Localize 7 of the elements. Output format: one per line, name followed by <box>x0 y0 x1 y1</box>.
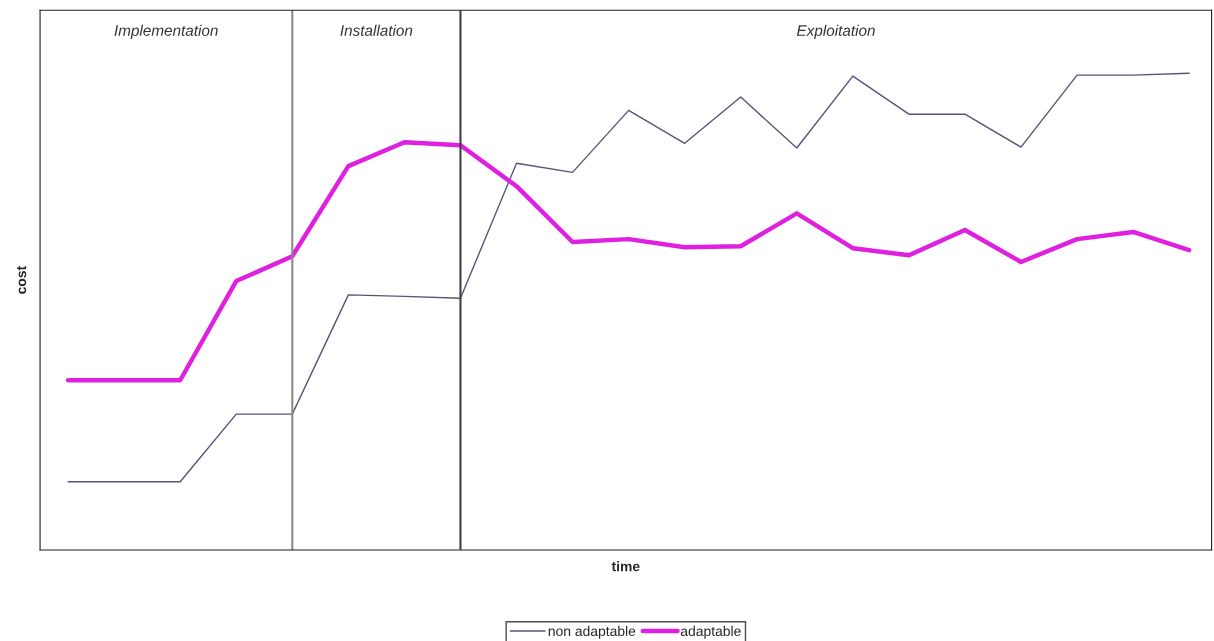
legend-label: adaptable <box>680 625 741 639</box>
legend-label: non adaptable <box>548 625 636 639</box>
text: Installation <box>340 24 413 36</box>
x-axis-title: time <box>611 561 640 572</box>
text: Implementation <box>114 24 218 39</box>
text: Exploitation <box>797 24 875 39</box>
y-axis-title: cost <box>17 266 27 294</box>
